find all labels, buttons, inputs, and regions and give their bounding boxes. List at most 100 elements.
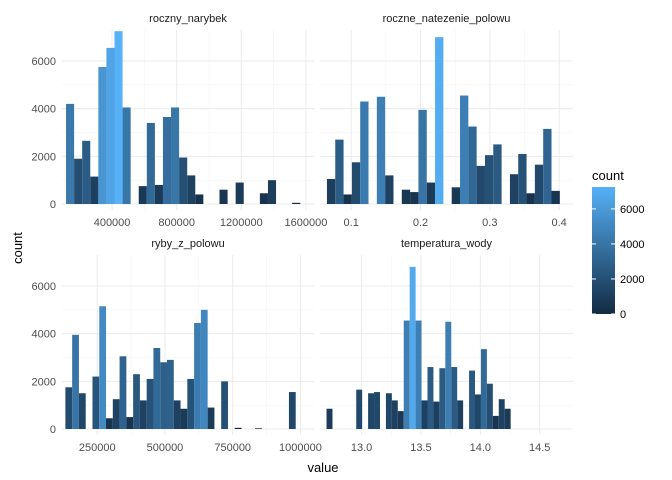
y-tick-label: 0 [50,424,56,436]
histogram-bar [403,320,410,429]
histogram-bar [391,400,398,429]
y-tick-label: 0 [50,199,56,211]
histogram-bar [292,202,301,204]
x-tick-label: 1000000 [279,442,322,454]
x-tick-label: 500000 [147,442,184,454]
histogram-bar [78,393,86,429]
histogram-bar [72,334,79,429]
x-tick-label: 13.5 [410,442,431,454]
x-tick-label: 0.4 [551,217,566,229]
histogram-bar [326,408,333,429]
x-axis-title: value [307,460,338,475]
histogram-bar [343,194,352,204]
facet-panel-temperatura_wody: temperatura_wody 13.0 13.5 14.0 14.5 [320,238,573,454]
histogram-bars [65,306,296,429]
facet-strip-label: roczny_narybek [149,13,227,25]
x-tick-label: 1200000 [220,217,263,229]
histogram-bar [509,174,519,204]
histogram-bar [235,182,244,204]
histogram-bar [351,162,361,204]
histogram-bar [133,374,140,429]
histogram-bar [207,407,215,429]
histogram-bar [445,321,452,429]
y-tick-label: 4000 [32,104,56,116]
x-tick-label: 250000 [79,442,116,454]
histogram-bar [475,394,481,429]
histogram-bar [368,393,375,429]
histogram-bar [195,194,204,204]
histogram-bar [385,175,394,204]
histogram-bar [543,128,552,204]
histogram-bar [154,184,163,204]
histogram-bar [162,117,172,204]
legend-tick-label: 6000 [620,204,644,216]
legend-colorbar [592,187,615,314]
histogram-bar [486,383,493,429]
x-tick-label: 750000 [214,442,251,454]
x-tick-label: 800000 [158,217,195,229]
histogram-bar [460,95,469,204]
histogram-bar [160,362,167,429]
facet-panel-roczny_narybek: roczny_narybek 400000 800000 1200000 1600000… [32,13,328,229]
histogram-bar [360,101,369,204]
histogram-bar [457,400,464,429]
histogram-bar [146,378,154,429]
histogram-bar [119,356,127,429]
histogram-bar [335,139,344,204]
legend-tick-label: 0 [620,309,626,321]
histogram-bar [421,400,428,429]
histogram-bar [492,415,499,429]
histogram-bar [356,389,363,429]
y-tick-label: 2000 [32,376,56,388]
histogram-bar [484,155,494,204]
histogram-bar [173,400,181,429]
histogram-bar [234,427,242,429]
histogram-bars [326,266,511,429]
legend-title: count [592,168,624,183]
x-tick-label: 0.1 [344,217,359,229]
x-tick-label: 1600000 [285,217,328,229]
histogram-bar [427,367,434,429]
y-axis-title: count [10,232,25,264]
histogram-bar [187,175,196,204]
y-tick-label: 6000 [32,56,56,68]
histogram-bar [498,399,505,429]
facet-panel-ryby_z_polowu: ryby_z_polowu 250000 500000 750000 1000000 0 2… [32,238,322,454]
histogram-bar [288,392,296,429]
histogram-bar [451,367,458,429]
histogram-bar [418,109,427,204]
histogram-bar [106,47,115,205]
histogram-bars [66,31,301,205]
histogram-bar [138,186,147,204]
y-tick-label: 4000 [32,329,56,341]
histogram-bar [326,178,336,204]
histogram-bar [376,96,386,204]
x-tick-label: 0.2 [413,217,428,229]
histogram-bar [66,103,75,204]
histogram-bar [504,408,511,429]
histogram-bar [409,266,416,429]
histogram-bar [397,411,404,429]
histogram-bar [82,140,91,204]
histogram-bar [219,189,228,204]
color-legend: count 0 2000 4000 6000 [592,168,644,321]
x-tick-label: 400000 [94,217,131,229]
histogram-bar [112,399,120,429]
histogram-bar [410,192,419,204]
histogram-bar [385,393,392,429]
histogram-bar [126,417,134,429]
histogram-bar [167,359,174,429]
histogram-bar [526,193,535,204]
histogram-bar [179,157,188,204]
histogram-bar [493,144,502,204]
histogram-bar [114,31,123,205]
histogram-bar [122,107,131,204]
histogram-bar [65,387,73,429]
legend-tick-label: 2000 [620,274,644,286]
histogram-bar [259,193,268,204]
facet-strip-label: temperatura_wody [401,238,493,250]
histogram-bar [187,378,195,429]
histogram-bar [426,182,436,204]
